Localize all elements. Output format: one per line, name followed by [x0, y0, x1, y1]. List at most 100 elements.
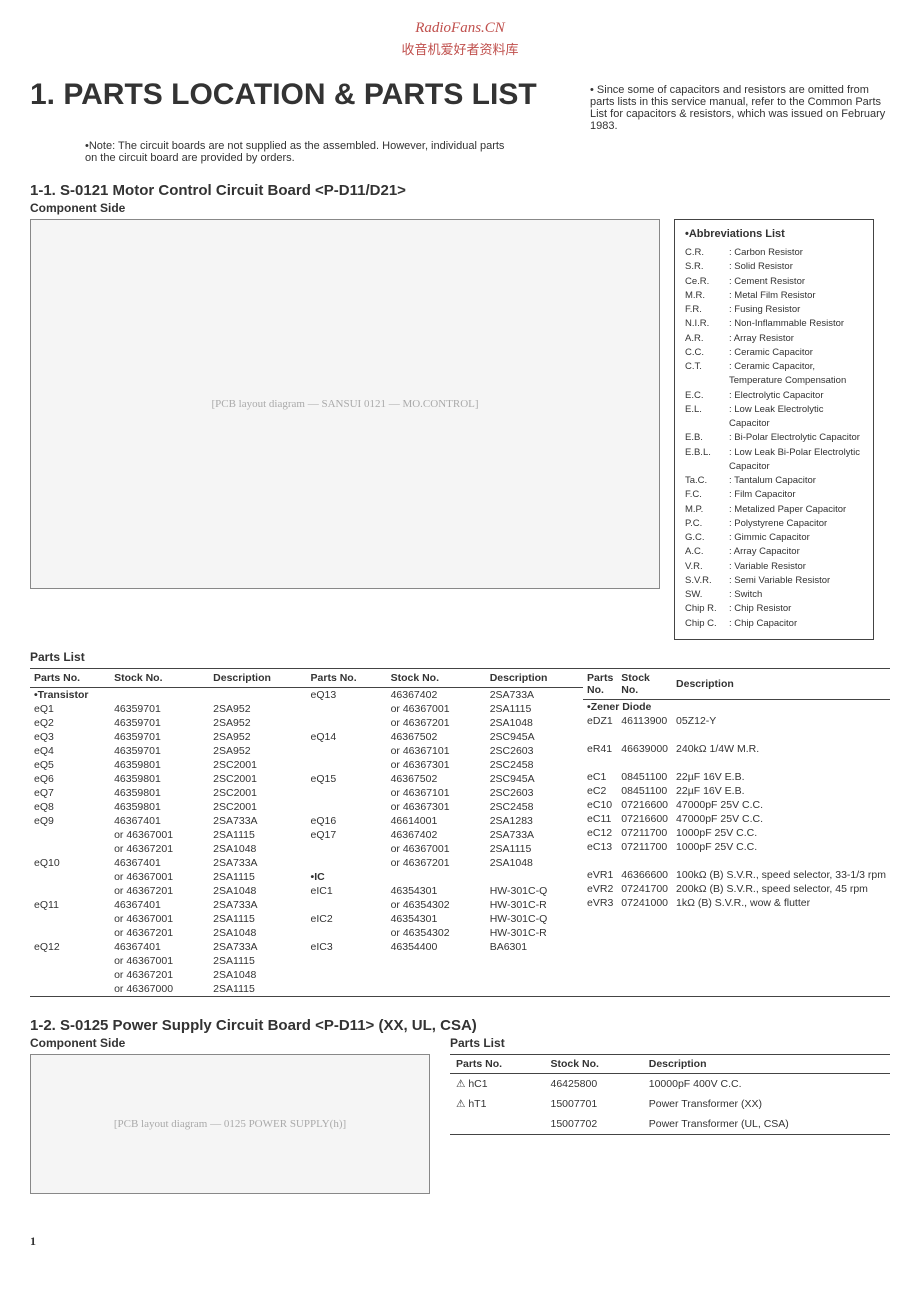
- table-cell: or 46367201: [110, 842, 209, 856]
- table-cell: 46354400: [387, 940, 486, 954]
- table-row: eQ13463674022SA733A: [307, 687, 584, 702]
- category-row: •Zener Diode: [583, 699, 890, 714]
- th-stock-no: Stock No.: [544, 1054, 642, 1073]
- table-row: eIC346354400BA6301: [307, 940, 584, 954]
- abbrev-key: V.R.: [685, 560, 729, 574]
- table-row: or 46354302HW-301C-R: [307, 926, 584, 940]
- abbrev-val: : Bi-Polar Electrolytic Capacitor: [729, 431, 863, 445]
- table-row: eQ2463597012SA952: [30, 716, 307, 730]
- category-row: •Transistor: [30, 687, 307, 702]
- table-cell: 2SC2458: [486, 758, 583, 772]
- table-cell: 47000pF 25V C.C.: [672, 798, 890, 812]
- section-2-left: Component Side [PCB layout diagram — 012…: [30, 1036, 430, 1194]
- table-row: eQ16466140012SA1283: [307, 814, 584, 828]
- table-cell: 1kΩ (B) S.V.R., wow & flutter: [672, 896, 890, 910]
- abbrev-val: : Electrolytic Capacitor: [729, 389, 863, 403]
- table-cell: eDZ1: [583, 714, 617, 728]
- table-cell: eC11: [583, 812, 617, 826]
- table-cell: eQ11: [30, 898, 110, 912]
- table-cell: [30, 982, 110, 996]
- th-parts-no: Parts No.: [583, 668, 617, 699]
- abbrev-row: E.B.: Bi-Polar Electrolytic Capacitor: [685, 431, 863, 445]
- table-row: eC110721660047000pF 25V C.C.: [583, 812, 890, 826]
- category-label: •Zener Diode: [583, 699, 890, 714]
- abbrev-key: Chip C.: [685, 617, 729, 631]
- table-row: eVR207241700200kΩ (B) S.V.R., speed sele…: [583, 882, 890, 896]
- abbrev-val: : Array Capacitor: [729, 545, 863, 559]
- table-cell: [30, 968, 110, 982]
- table-row: or 463670012SA1115: [30, 828, 307, 842]
- table-cell: HW-301C-R: [486, 926, 583, 940]
- th-stock-no: Stock No.: [617, 668, 672, 699]
- table-cell: 2SC2458: [486, 800, 583, 814]
- abbrev-key: S.R.: [685, 260, 729, 274]
- table-cell: eIC3: [307, 940, 387, 954]
- parts-list-header-2: Parts List: [450, 1036, 890, 1050]
- table-cell: 07241000: [617, 896, 672, 910]
- table-row: eDZ14611390005Z12-Y: [583, 714, 890, 728]
- abbrev-key: Chip R.: [685, 602, 729, 616]
- parts-table-3: Parts No. Stock No. Description •Zener D…: [583, 668, 890, 910]
- abbrev-val: : Chip Resistor: [729, 602, 863, 616]
- table-cell: [307, 842, 387, 856]
- table-cell: eVR1: [583, 868, 617, 882]
- table-cell: or 46367001: [387, 702, 486, 716]
- table-cell: or 46367301: [387, 758, 486, 772]
- component-side-label-2: Component Side: [30, 1036, 430, 1050]
- table-cell: 100kΩ (B) S.V.R., speed selector, 33-1/3…: [672, 868, 890, 882]
- table-cell: 2SA733A: [209, 814, 306, 828]
- abbrev-key: F.C.: [685, 488, 729, 502]
- section-1-title: 1-1. S-0121 Motor Control Circuit Board …: [30, 182, 890, 199]
- table-cell: 2SA1115: [209, 912, 306, 926]
- abbrev-key: Ce.R.: [685, 275, 729, 289]
- table-cell: HW-301C-Q: [486, 884, 583, 898]
- section-1-layout: [PCB layout diagram — SANSUI 0121 — MO.C…: [30, 219, 890, 640]
- table-cell: 07241700: [617, 882, 672, 896]
- table-cell: [30, 926, 110, 940]
- abbrev-val: : Semi Variable Resistor: [729, 574, 863, 588]
- table-cell: eC10: [583, 798, 617, 812]
- table-cell: eQ10: [30, 856, 110, 870]
- table-cell: 2SA1048: [209, 926, 306, 940]
- abbrev-row: S.R.: Solid Resistor: [685, 260, 863, 274]
- abbrev-val: : Array Resistor: [729, 332, 863, 346]
- table-cell: 2SA1115: [209, 954, 306, 968]
- table-cell: [307, 744, 387, 758]
- abbrev-val: : Fusing Resistor: [729, 303, 863, 317]
- abbrev-key: C.R.: [685, 246, 729, 260]
- table-row: eQ3463597012SA952: [30, 730, 307, 744]
- abbrev-val: : Cement Resistor: [729, 275, 863, 289]
- table-row: eC13072117001000pF 25V C.C.: [583, 840, 890, 854]
- abbrev-val: : Ceramic Capacitor: [729, 346, 863, 360]
- abbrev-key: M.P.: [685, 503, 729, 517]
- table-cell: [307, 856, 387, 870]
- abbrev-row: F.C.: Film Capacitor: [685, 488, 863, 502]
- th-stock-no: Stock No.: [387, 668, 486, 687]
- table-cell: [30, 884, 110, 898]
- table-row: eQ1463597012SA952: [30, 702, 307, 716]
- abbrev-row: M.R.: Metal Film Resistor: [685, 289, 863, 303]
- category-label: •Transistor: [30, 687, 307, 702]
- table-cell: 2SC945A: [486, 730, 583, 744]
- abbrev-key: P.C.: [685, 517, 729, 531]
- abbrev-val: : Gimmic Capacitor: [729, 531, 863, 545]
- table-row: or 463672012SA1048: [30, 968, 307, 982]
- section-2-layout: Component Side [PCB layout diagram — 012…: [30, 1036, 890, 1194]
- table-cell: eC12: [583, 826, 617, 840]
- th-desc: Description: [643, 1054, 890, 1073]
- category-label: •IC: [307, 870, 584, 884]
- table-cell: 2SA1048: [209, 884, 306, 898]
- site-header: RadioFans.CN 收音机爱好者资料库: [30, 20, 890, 58]
- table-cell: 2SA952: [209, 744, 306, 758]
- abbrev-row: F.R.: Fusing Resistor: [685, 303, 863, 317]
- table-row: or 463671012SC2603: [307, 744, 584, 758]
- table-row: eC20845110022µF 16V E.B.: [583, 784, 890, 798]
- abbrev-val: : Chip Capacitor: [729, 617, 863, 631]
- table-cell: eQ16: [307, 814, 387, 828]
- abbrev-row: Ce.R.: Cement Resistor: [685, 275, 863, 289]
- table-cell: 2SA1115: [209, 870, 306, 884]
- table-cell: Power Transformer (UL, CSA): [643, 1114, 890, 1134]
- table-cell: 46359801: [110, 786, 209, 800]
- table-cell: 46367401: [110, 940, 209, 954]
- abbrev-val: : Variable Resistor: [729, 560, 863, 574]
